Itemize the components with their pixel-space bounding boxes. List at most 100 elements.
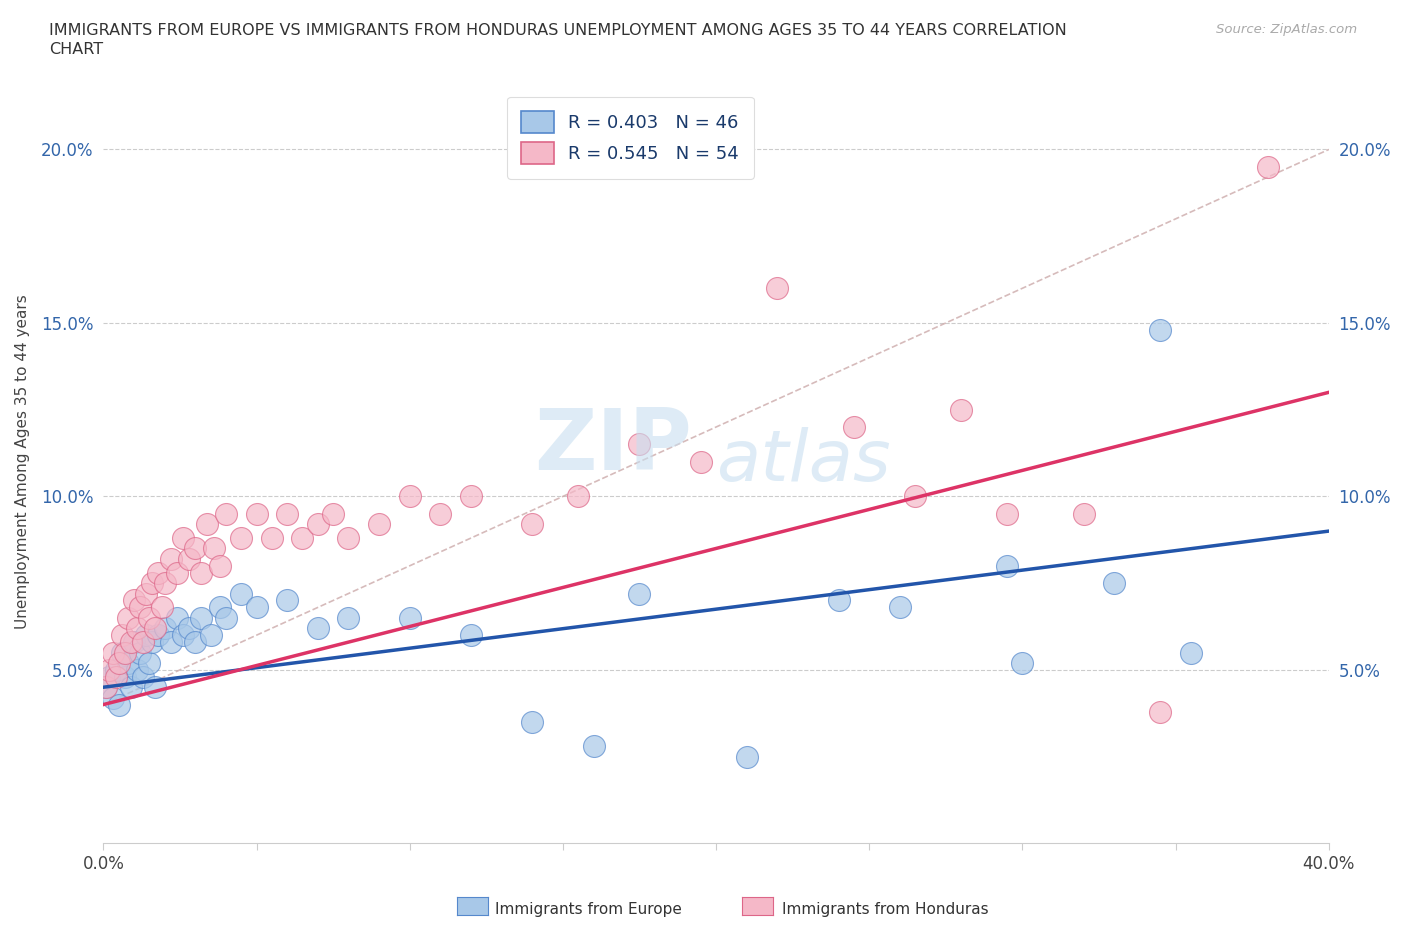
Point [138, 656, 160, 671]
Point [1256, 159, 1278, 174]
Point [429, 506, 451, 521]
Point [172, 628, 194, 643]
Text: IMMIGRANTS FROM EUROPE VS IMMIGRANTS FROM HONDURAS UNEMPLOYMENT AMONG AGES 35 TO: IMMIGRANTS FROM EUROPE VS IMMIGRANTS FRO… [49, 23, 1067, 38]
Point [184, 634, 207, 649]
Point [950, 403, 973, 418]
Point [276, 593, 298, 608]
Point [208, 558, 231, 573]
Point [184, 541, 207, 556]
Point [231, 586, 253, 601]
Point [153, 621, 176, 636]
Point [145, 680, 167, 695]
Point [1149, 704, 1171, 719]
Point [166, 565, 188, 580]
Point [398, 610, 420, 625]
Text: Immigrants from Honduras: Immigrants from Honduras [782, 902, 988, 917]
Point [202, 541, 225, 556]
Point [582, 738, 605, 753]
Point [190, 565, 212, 580]
Point [200, 628, 222, 643]
Point [190, 610, 212, 625]
Point [98, 670, 121, 684]
Point [628, 586, 651, 601]
Point [145, 621, 167, 636]
Point [1073, 506, 1095, 521]
Point [138, 610, 160, 625]
Point [101, 645, 124, 660]
Point [460, 628, 482, 643]
Point [208, 600, 231, 615]
Point [129, 600, 152, 615]
Point [337, 531, 360, 546]
Point [1149, 323, 1171, 338]
Point [96, 680, 118, 695]
Point [166, 610, 188, 625]
Text: CHART: CHART [49, 42, 103, 57]
Point [114, 645, 136, 660]
Point [460, 489, 482, 504]
Point [995, 558, 1018, 573]
Point [111, 645, 134, 660]
Point [120, 680, 142, 695]
Y-axis label: Unemployment Among Ages 35 to 44 years: Unemployment Among Ages 35 to 44 years [15, 295, 30, 629]
Point [104, 662, 127, 677]
Point [104, 670, 127, 684]
Point [842, 419, 865, 434]
Point [135, 586, 157, 601]
Point [141, 634, 163, 649]
Point [231, 531, 253, 546]
Point [245, 600, 267, 615]
Point [117, 610, 139, 625]
Point [117, 656, 139, 671]
Point [101, 690, 124, 705]
Point [122, 634, 145, 649]
Point [904, 489, 927, 504]
Point [159, 634, 181, 649]
Point [276, 506, 298, 521]
Point [141, 576, 163, 591]
Point [159, 551, 181, 566]
Point [260, 531, 283, 546]
Point [135, 628, 157, 643]
Point [522, 517, 544, 532]
Point [307, 517, 329, 532]
Point [107, 698, 129, 712]
Point [291, 531, 314, 546]
Point [132, 634, 155, 649]
Text: Source: ZipAtlas.com: Source: ZipAtlas.com [1216, 23, 1357, 36]
Point [398, 489, 420, 504]
Point [150, 600, 173, 615]
Point [179, 621, 201, 636]
Point [107, 656, 129, 671]
Point [245, 506, 267, 521]
Point [628, 437, 651, 452]
Point [368, 517, 391, 532]
Point [1180, 645, 1202, 660]
Point [111, 628, 134, 643]
Point [766, 281, 789, 296]
Point [307, 621, 329, 636]
Point [122, 593, 145, 608]
Point [125, 662, 148, 677]
Point [197, 517, 219, 532]
Point [215, 610, 238, 625]
Point [148, 628, 170, 643]
Point [995, 506, 1018, 521]
Point [129, 645, 152, 660]
Point [735, 750, 758, 764]
Point [179, 551, 201, 566]
Point [689, 454, 711, 469]
Point [827, 593, 849, 608]
Point [215, 506, 238, 521]
Text: ZIP: ZIP [534, 405, 692, 488]
Point [337, 610, 360, 625]
Point [1104, 576, 1126, 591]
Point [1011, 656, 1033, 671]
Legend: R = 0.403   N = 46, R = 0.545   N = 54: R = 0.403 N = 46, R = 0.545 N = 54 [508, 97, 754, 179]
Point [889, 600, 911, 615]
Point [567, 489, 589, 504]
Point [120, 634, 142, 649]
Point [114, 670, 136, 684]
Point [153, 576, 176, 591]
Point [322, 506, 344, 521]
